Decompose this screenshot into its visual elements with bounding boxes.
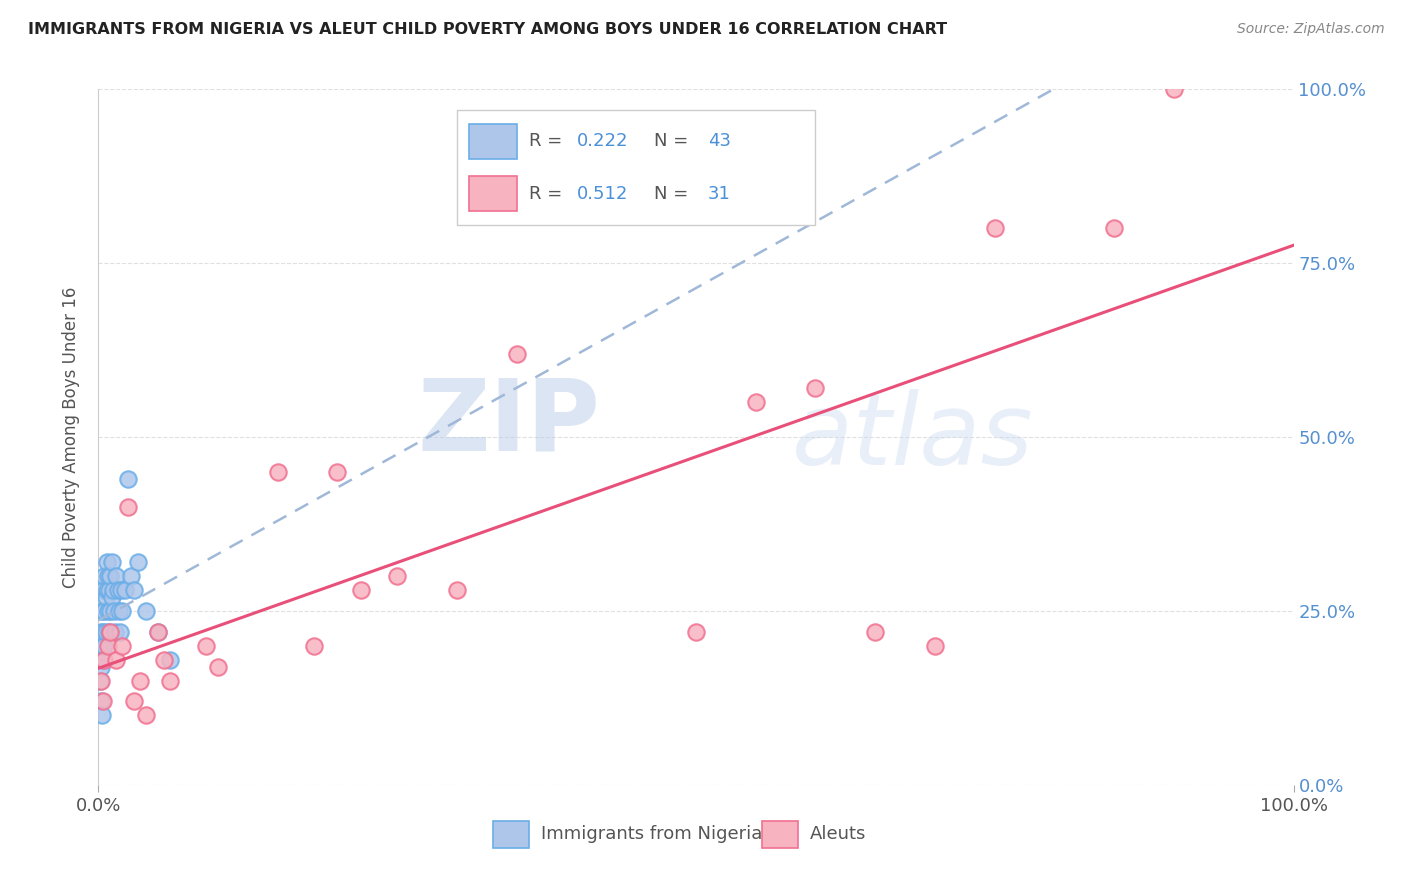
Text: Aleuts: Aleuts [810, 825, 866, 843]
Point [105, 569, 128, 583]
Text: N =: N = [654, 185, 695, 202]
Point [93, 569, 115, 583]
Point [96, 583, 118, 598]
Point [1163, 82, 1185, 96]
Text: R =: R = [529, 185, 568, 202]
Point [114, 583, 136, 598]
Point [97, 604, 120, 618]
Point [135, 604, 157, 618]
Point [159, 673, 181, 688]
Point [107, 583, 129, 598]
Point [98, 604, 122, 618]
Point [91, 624, 114, 639]
Point [124, 583, 146, 598]
Point [91, 639, 114, 653]
Point [97, 639, 120, 653]
Point [93, 604, 115, 618]
Point [117, 500, 139, 514]
Text: Source: ZipAtlas.com: Source: ZipAtlas.com [1237, 22, 1385, 37]
Point [89, 639, 111, 653]
Point [91, 708, 114, 723]
Point [103, 604, 125, 618]
Point [385, 569, 409, 583]
Point [506, 346, 529, 360]
Text: 0.512: 0.512 [576, 185, 628, 202]
Point [111, 604, 134, 618]
Point [804, 381, 827, 395]
Point [93, 653, 115, 667]
Point [117, 472, 139, 486]
Point [148, 624, 170, 639]
Point [101, 583, 124, 598]
Point [159, 653, 181, 667]
Point [90, 624, 112, 639]
Point [107, 604, 129, 618]
Point [98, 624, 121, 639]
Point [207, 659, 229, 673]
Point [124, 694, 146, 708]
Text: 31: 31 [709, 185, 731, 202]
Point [195, 639, 218, 653]
Text: atlas: atlas [792, 389, 1033, 485]
Point [100, 555, 122, 569]
FancyBboxPatch shape [457, 110, 815, 225]
Point [350, 583, 373, 598]
Point [148, 624, 170, 639]
Point [94, 590, 117, 604]
Point [153, 653, 176, 667]
Point [302, 639, 325, 653]
Text: 0.222: 0.222 [576, 132, 628, 151]
Point [94, 624, 117, 639]
FancyBboxPatch shape [470, 124, 517, 159]
Point [98, 569, 122, 583]
Point [129, 673, 152, 688]
Point [326, 465, 349, 479]
Point [91, 583, 114, 598]
Text: Immigrants from Nigeria: Immigrants from Nigeria [541, 825, 762, 843]
FancyBboxPatch shape [762, 822, 797, 847]
Text: ZIP: ZIP [418, 375, 600, 472]
Point [924, 639, 946, 653]
Point [267, 465, 290, 479]
Point [90, 694, 112, 708]
Text: R =: R = [529, 132, 568, 151]
Point [93, 639, 115, 653]
Point [1104, 221, 1126, 235]
Point [135, 708, 157, 723]
Point [91, 604, 114, 618]
Text: IMMIGRANTS FROM NIGERIA VS ALEUT CHILD POVERTY AMONG BOYS UNDER 16 CORRELATION C: IMMIGRANTS FROM NIGERIA VS ALEUT CHILD P… [28, 22, 948, 37]
Point [446, 583, 468, 598]
Point [111, 639, 134, 653]
Point [105, 653, 128, 667]
Y-axis label: Child Poverty Among Boys Under 16: Child Poverty Among Boys Under 16 [62, 286, 80, 588]
Point [120, 569, 142, 583]
Point [96, 555, 118, 569]
Point [97, 569, 120, 583]
Point [98, 583, 121, 598]
Point [100, 590, 122, 604]
Point [90, 673, 112, 688]
Point [865, 624, 887, 639]
Point [90, 659, 112, 673]
Point [108, 624, 131, 639]
Point [98, 624, 122, 639]
Point [110, 583, 132, 598]
Point [91, 694, 114, 708]
Point [685, 624, 707, 639]
Point [91, 653, 114, 667]
Point [745, 395, 768, 409]
Point [127, 555, 149, 569]
Point [89, 673, 111, 688]
FancyBboxPatch shape [494, 822, 529, 847]
Text: N =: N = [654, 132, 695, 151]
Point [104, 624, 127, 639]
Point [984, 221, 1007, 235]
FancyBboxPatch shape [470, 177, 517, 211]
Text: 43: 43 [709, 132, 731, 151]
